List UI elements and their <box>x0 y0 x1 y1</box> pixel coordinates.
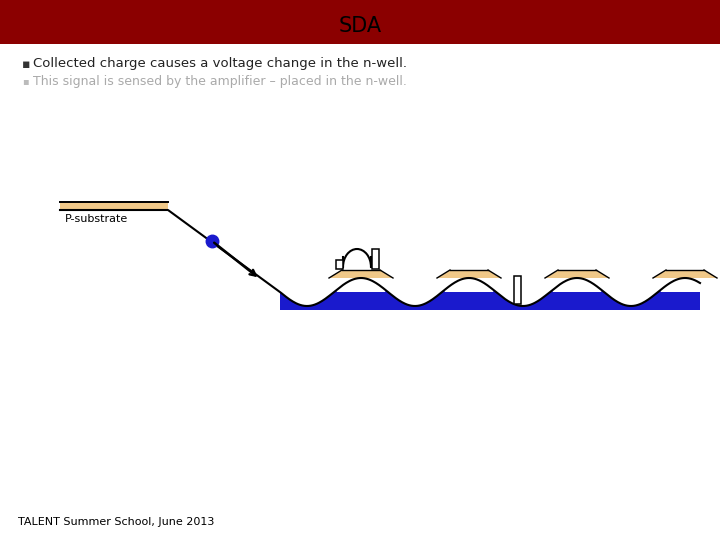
Polygon shape <box>445 278 493 292</box>
Polygon shape <box>661 278 709 292</box>
Text: ▪: ▪ <box>22 76 29 86</box>
Bar <box>0 0 720 36</box>
Bar <box>336 260 343 269</box>
Polygon shape <box>545 270 609 278</box>
Polygon shape <box>280 278 700 310</box>
Text: SDA: SDA <box>338 16 382 36</box>
Bar <box>60 202 168 210</box>
Polygon shape <box>437 270 501 278</box>
Bar <box>372 249 379 269</box>
Bar <box>0 36 720 41</box>
Polygon shape <box>553 278 601 292</box>
Text: P-substrate: P-substrate <box>65 214 128 224</box>
Text: TALENT Summer School, June 2013: TALENT Summer School, June 2013 <box>18 517 215 527</box>
Bar <box>0 0 720 8</box>
Polygon shape <box>653 270 717 278</box>
Text: This signal is sensed by the amplifier – placed in the n-well.: This signal is sensed by the amplifier –… <box>33 75 407 87</box>
Polygon shape <box>337 278 385 292</box>
Bar <box>514 276 521 305</box>
Bar <box>0 40 720 44</box>
Text: ▪: ▪ <box>22 57 30 71</box>
Text: Collected charge causes a voltage change in the n-well.: Collected charge causes a voltage change… <box>33 57 407 71</box>
Polygon shape <box>329 270 393 278</box>
